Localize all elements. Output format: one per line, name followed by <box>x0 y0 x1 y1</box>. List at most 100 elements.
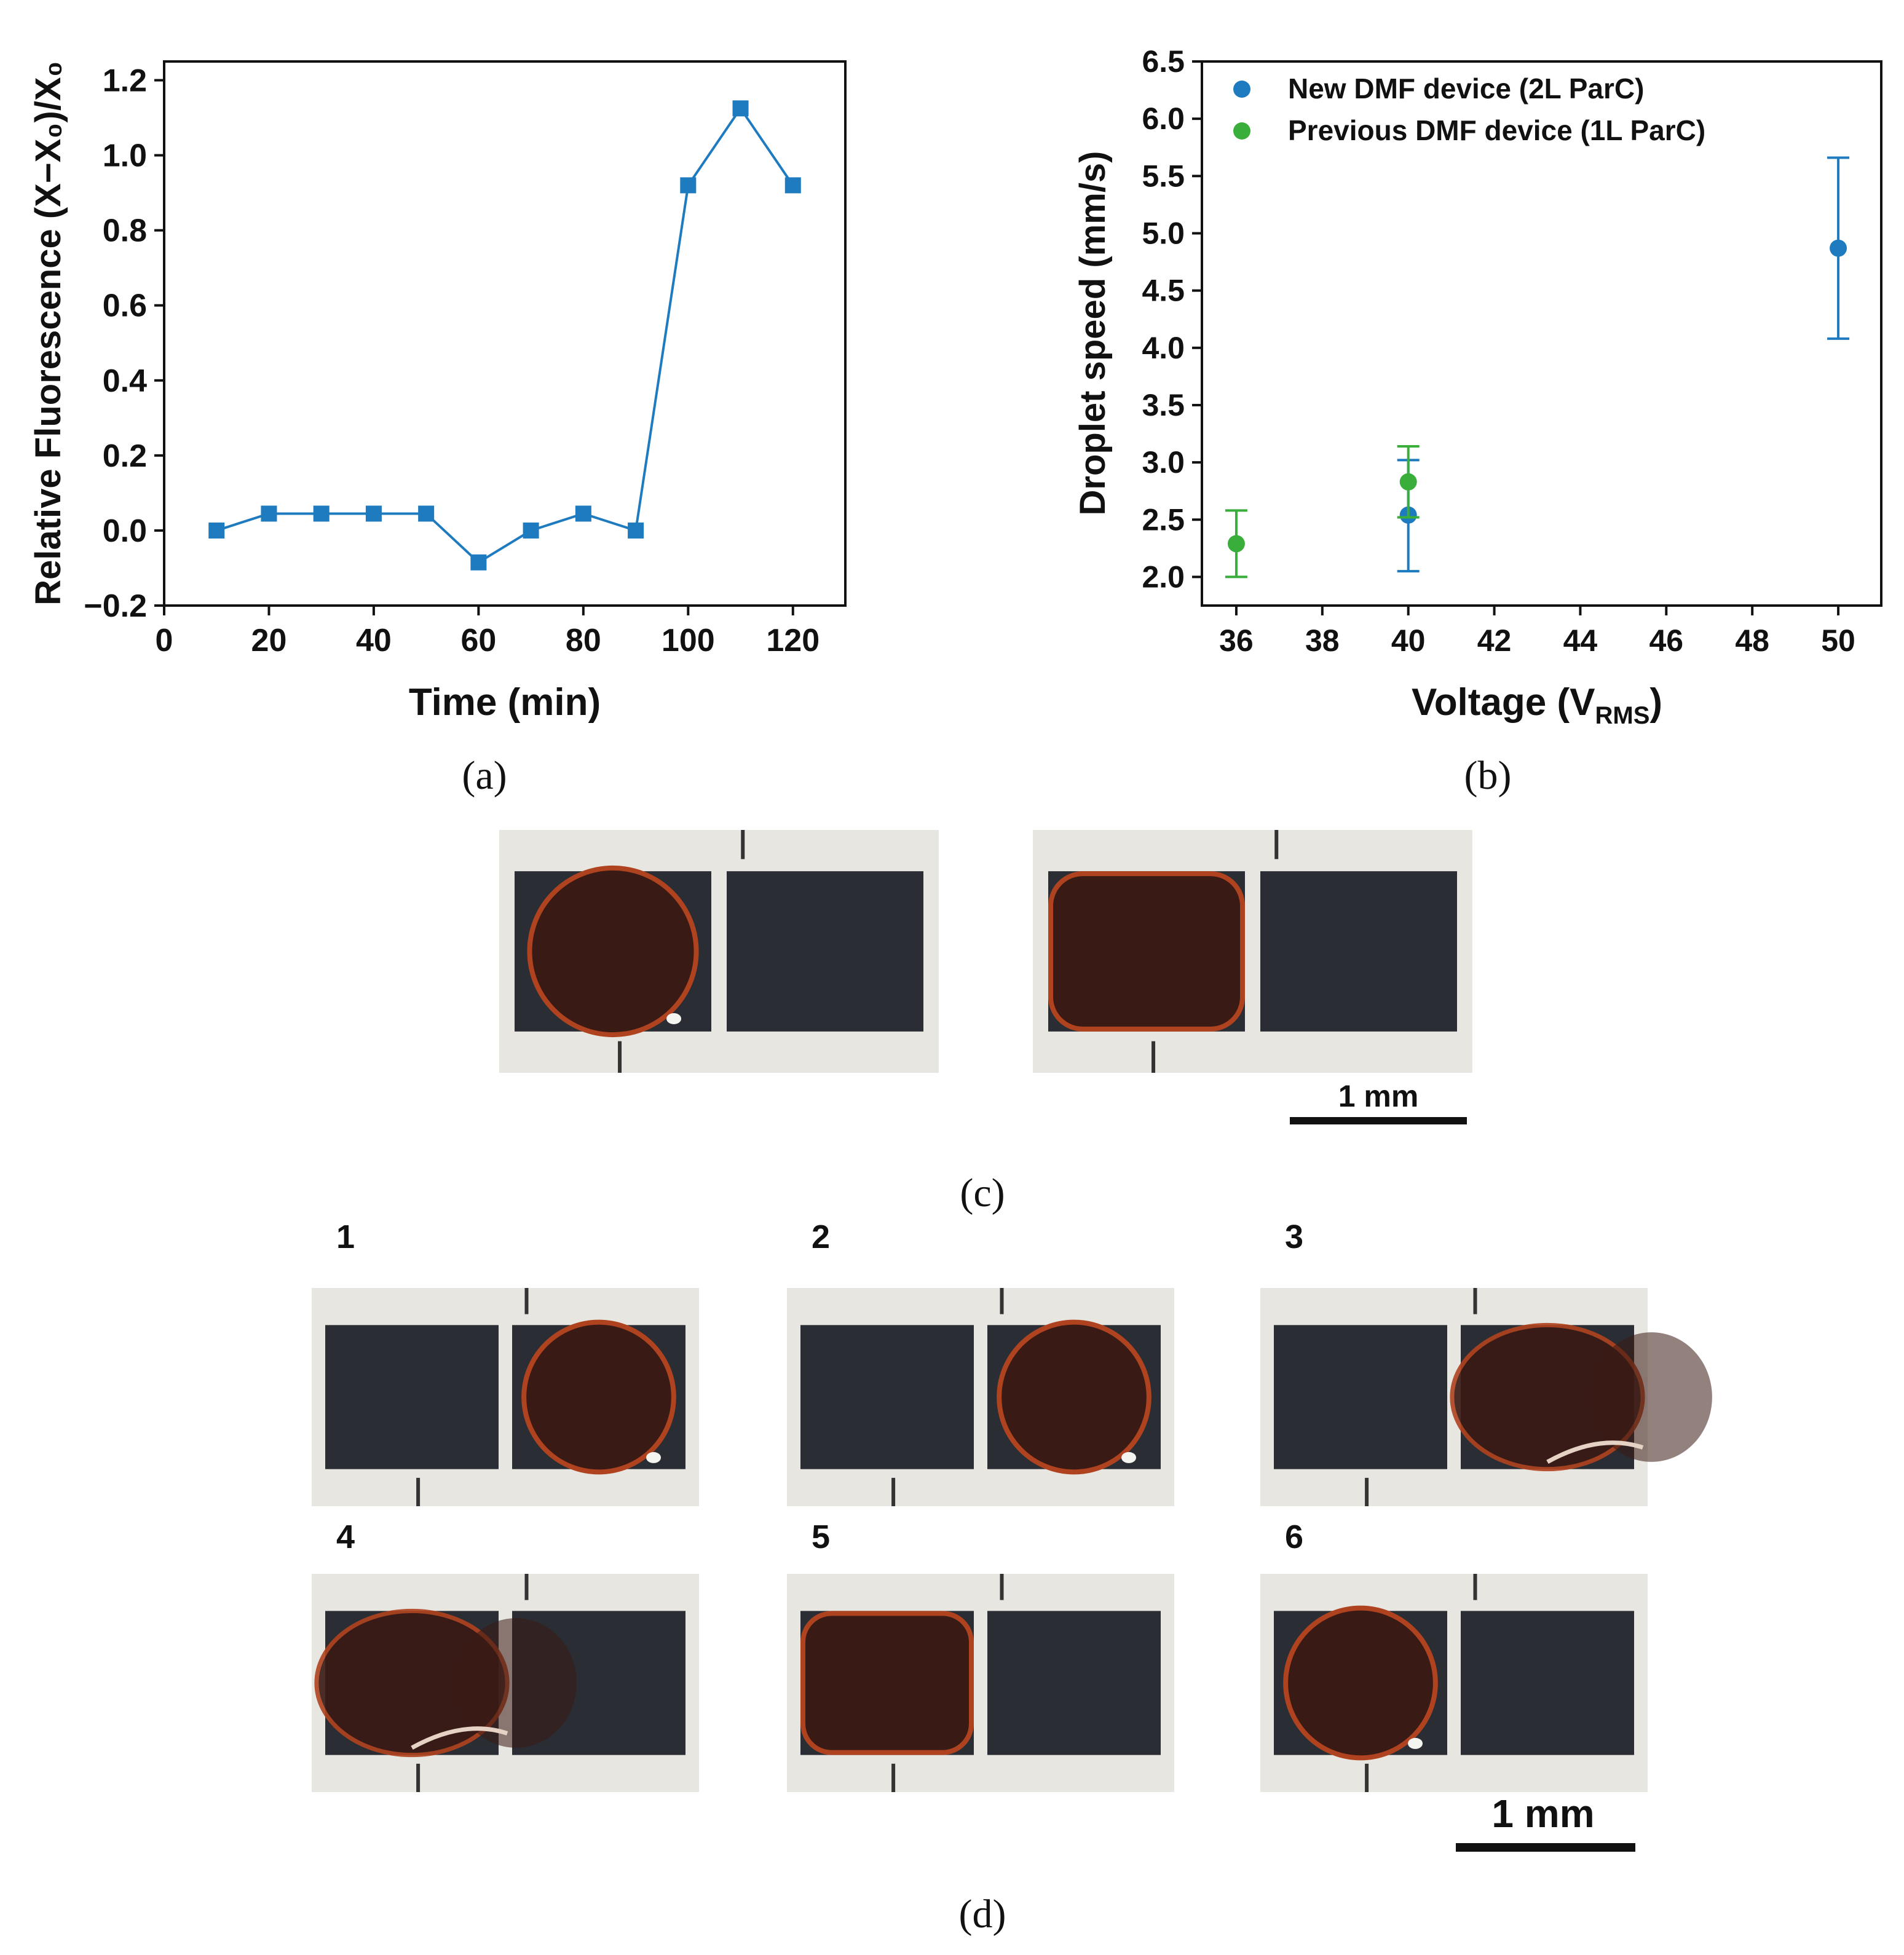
panel-a-x-axis-label: Time (min) <box>409 681 601 724</box>
electrode-pad <box>325 1325 499 1469</box>
data-point <box>208 522 225 539</box>
electrode-pad <box>1260 871 1457 1032</box>
panel-a-plot-frame <box>163 60 847 607</box>
x-tick-label: 60 <box>460 623 496 658</box>
electrode-lead <box>618 1041 622 1073</box>
panel-a-caption: (a) <box>462 753 507 798</box>
electrode-lead <box>741 830 745 859</box>
panel-d-frame-grid: 1 2 3 4 5 6 <box>312 1218 1712 1792</box>
droplet <box>1048 871 1245 1032</box>
panel-b-caption: (b) <box>1464 753 1512 798</box>
panel-a-ticks: 0 20 40 60 80 100 120 −0.2 0.0 0.2 0.4 0.6 0.8 1.0 1.2 <box>84 63 820 658</box>
frame-number-label: 2 <box>812 1218 830 1255</box>
panel-d-scale-label: 1 mm <box>1491 1791 1594 1836</box>
data-point <box>784 177 801 194</box>
y-tick-label: 0.0 <box>103 513 147 549</box>
x-tick-label: 36 <box>1219 623 1254 658</box>
electrode-lead <box>1000 1574 1004 1600</box>
droplet-highlight <box>666 1013 682 1024</box>
data-point <box>313 505 330 522</box>
droplet-highlight <box>1121 1451 1137 1463</box>
electrode-lead <box>524 1574 529 1600</box>
panel-b-x-axis-label-main: Voltage (V <box>1412 681 1595 724</box>
series-line <box>216 106 794 564</box>
x-tick-label: 38 <box>1305 623 1340 658</box>
panel-b-x-axis-label: Voltage (VRMS) <box>1412 681 1662 729</box>
panel-c-scale-label: 1 mm <box>1338 1079 1419 1113</box>
panel-c-photo <box>499 830 939 1073</box>
panel-d-caption: (d) <box>959 1892 1006 1937</box>
electrode-lead <box>1365 1477 1369 1506</box>
electrode-pad <box>800 1325 974 1469</box>
droplet <box>527 865 699 1038</box>
electrode-lead <box>1274 830 1279 859</box>
panel-a-y-axis-label: Relative Fluorescence (X−X₀)/X₀ <box>28 61 68 606</box>
panel-b-ticks: 36 38 40 42 44 46 48 50 2.0 2.5 3.0 3.5 4.0 4.5 5.0 5.5… <box>1142 44 1855 658</box>
panel-c-caption: (c) <box>960 1171 1005 1215</box>
data-point <box>470 554 487 571</box>
electrode-lead <box>1000 1288 1004 1314</box>
data-point <box>680 177 697 194</box>
panel-d-frame-photo <box>1260 1574 1648 1792</box>
x-tick-label: 48 <box>1735 623 1769 658</box>
panel-b-legend: New DMF device (2L ParC) Previous DMF de… <box>1233 73 1705 146</box>
x-tick-label: 50 <box>1821 623 1855 658</box>
y-tick-label: 2.0 <box>1142 559 1185 594</box>
electrode-pad <box>727 871 923 1032</box>
legend-marker-previous-device <box>1233 122 1250 140</box>
electrode-lead <box>1473 1574 1477 1600</box>
panel-d-frame-photo <box>1260 1288 1712 1506</box>
panel-b-x-axis-label-sub: RMS <box>1595 702 1650 729</box>
y-tick-label: −0.2 <box>84 588 147 624</box>
data-point <box>365 505 382 522</box>
panel-c-photos: 1 mm (c) <box>499 830 1472 1215</box>
y-tick-label: 3.0 <box>1142 445 1185 480</box>
y-tick-label: 0.8 <box>103 213 147 249</box>
electrode-lead <box>1365 1763 1369 1792</box>
y-tick-label: 1.0 <box>103 138 147 174</box>
data-point <box>1227 535 1245 553</box>
electrode-lead <box>1473 1288 1477 1314</box>
frame-number-label: 1 <box>336 1218 355 1255</box>
panel-d-frame-photo <box>312 1574 699 1792</box>
electrode-pad <box>1461 1611 1634 1755</box>
panel-b-points <box>1225 156 1850 579</box>
y-tick-label: 6.5 <box>1142 44 1185 79</box>
electrode-lead <box>416 1763 421 1792</box>
legend-label-new-device: New DMF device (2L ParC) <box>1288 73 1644 105</box>
x-tick-label: 120 <box>766 623 820 658</box>
panel-b-scatter-chart: 36 38 40 42 44 46 48 50 2.0 2.5 3.0 3.5 4.0 4.5 5.0 5.5… <box>1073 44 1882 798</box>
data-point <box>628 522 644 539</box>
electrode-pad <box>1274 1325 1447 1469</box>
y-tick-label: 6.0 <box>1142 101 1185 136</box>
panel-d-frame-photo <box>787 1574 1174 1792</box>
panel-c-photo-strip <box>499 830 1472 1073</box>
panel-a-points <box>208 100 801 571</box>
y-tick-label: 4.5 <box>1142 274 1185 308</box>
y-tick-label: 5.0 <box>1142 216 1185 250</box>
y-tick-label: 5.5 <box>1142 159 1185 193</box>
x-tick-label: 100 <box>662 623 715 658</box>
y-tick-label: 0.2 <box>103 438 147 474</box>
data-point <box>575 505 591 522</box>
y-tick-label: 0.4 <box>103 363 147 399</box>
droplet-reflection <box>411 1726 508 1750</box>
legend-label-previous-device: Previous DMF device (1L ParC) <box>1288 114 1705 146</box>
droplet-reflection <box>1546 1440 1644 1464</box>
data-point <box>418 505 435 522</box>
y-tick-label: 1.2 <box>103 63 147 99</box>
data-point <box>1830 239 1847 257</box>
panel-c-scale-bar <box>1290 1117 1467 1124</box>
x-tick-label: 40 <box>1391 623 1426 658</box>
x-tick-label: 80 <box>566 623 601 658</box>
droplet <box>800 1611 974 1755</box>
electrode-lead <box>891 1477 896 1506</box>
x-tick-label: 20 <box>251 623 287 658</box>
data-point <box>1399 473 1417 491</box>
droplet-highlight <box>646 1451 662 1463</box>
panel-c-photo <box>1033 830 1472 1073</box>
data-point <box>523 522 539 539</box>
data-point <box>732 100 749 117</box>
panel-d-frame-photo <box>312 1288 699 1506</box>
